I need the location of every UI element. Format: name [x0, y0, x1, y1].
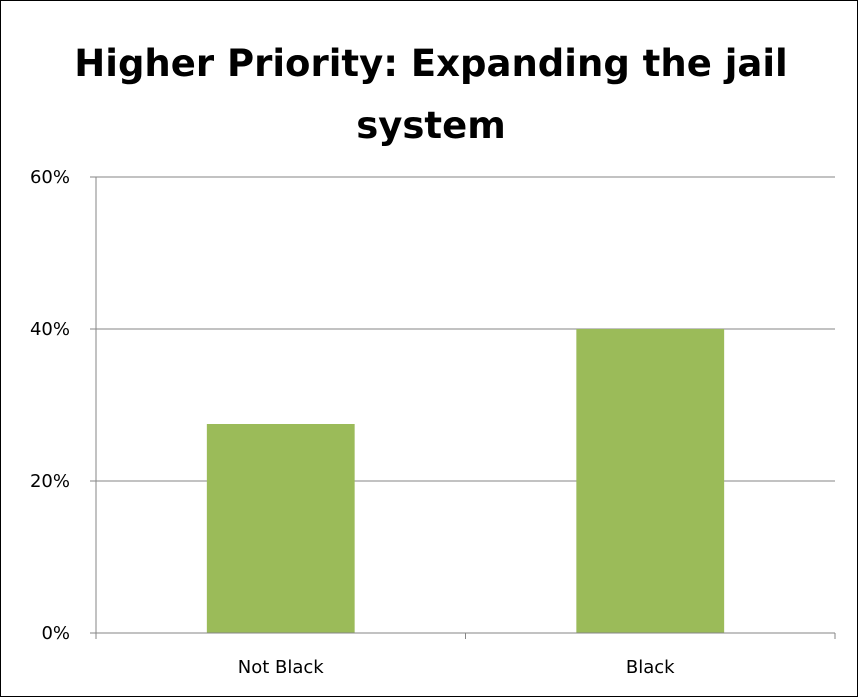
y-tick-label: 20%: [30, 471, 70, 492]
x-tick-label: Not Black: [238, 657, 325, 678]
bar-not-black: [206, 424, 355, 633]
y-tick-label: 60%: [30, 167, 70, 188]
y-tick-label: 0%: [41, 623, 70, 644]
x-tick-label: Black: [626, 657, 675, 678]
bar-black: [576, 329, 725, 633]
y-tick-label: 40%: [30, 319, 70, 340]
chart-title: Higher Priority: Expanding the jail syst…: [74, 42, 788, 147]
